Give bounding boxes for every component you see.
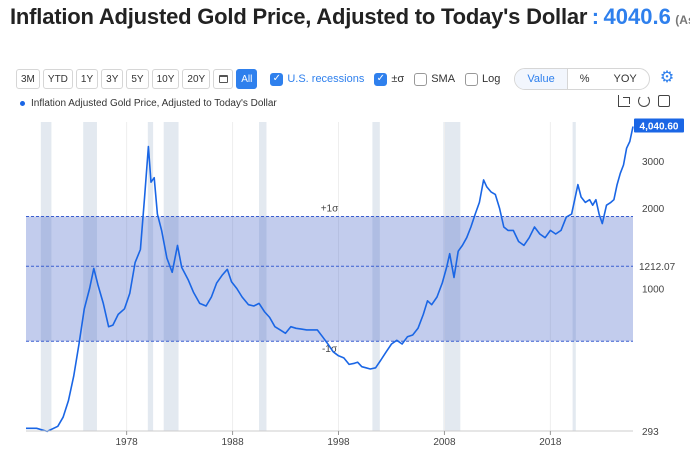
mode-selector: Value % YOY xyxy=(514,68,650,90)
y-tick-label-3: 3000 xyxy=(642,157,665,168)
minus-sigma-label: -1σ xyxy=(322,344,338,355)
x-tick-label-3: 2008 xyxy=(433,437,456,448)
log-toggle[interactable]: Log xyxy=(465,72,501,86)
y-tick-label-2: 2000 xyxy=(642,204,665,215)
recession-band-1 xyxy=(83,122,97,431)
sma-toggle[interactable]: SMA xyxy=(414,72,456,86)
recessions-label: U.S. recessions xyxy=(287,73,365,85)
legend-marker xyxy=(20,100,25,106)
plus-sigma-label: +1σ xyxy=(321,204,339,215)
range-5y-button[interactable]: 5Y xyxy=(126,69,149,89)
series-line xyxy=(26,126,634,433)
gear-icon[interactable]: ⚙ xyxy=(659,69,675,86)
range-3y-button[interactable]: 3Y xyxy=(101,69,124,89)
recession-band-6 xyxy=(443,122,461,431)
current-value: 4040.6 xyxy=(603,4,671,29)
date-picker-button[interactable] xyxy=(213,69,234,89)
last-value-badge xyxy=(634,118,684,133)
last-value-label: 4,040.60 xyxy=(640,121,679,132)
page-title: Inflation Adjusted Gold Price, Adjusted … xyxy=(10,4,588,29)
mean-value-label: 1212.07 xyxy=(639,262,676,273)
sma-checkbox[interactable] xyxy=(414,72,428,86)
recessions-toggle[interactable]: ✓ U.S. recessions xyxy=(270,72,365,86)
sigma-band xyxy=(26,216,633,342)
range-10y-button[interactable]: 10Y xyxy=(151,69,180,89)
range-20y-button[interactable]: 20Y xyxy=(182,69,211,89)
page-title-row: Inflation Adjusted Gold Price, Adjusted … xyxy=(10,4,690,36)
title-separator: : xyxy=(591,4,600,29)
range-1y-button[interactable]: 1Y xyxy=(75,69,99,89)
mode-percent-button[interactable]: % xyxy=(579,73,590,85)
recession-band-3 xyxy=(163,122,179,431)
chart-panel: 3M YTD 1Y 3Y 5Y 10Y 20Y All ✓ U.S. reces… xyxy=(10,62,686,463)
x-tick-label-2: 1998 xyxy=(327,437,350,448)
legend-series-label[interactable]: Inflation Adjusted Gold Price, Adjusted … xyxy=(31,97,277,109)
expand-icon[interactable] xyxy=(658,95,670,107)
reset-zoom-icon[interactable] xyxy=(638,95,650,107)
recessions-checkbox[interactable]: ✓ xyxy=(270,72,284,86)
recession-band-0 xyxy=(40,122,52,431)
log-label: Log xyxy=(482,73,501,85)
chart-tools xyxy=(618,95,678,107)
recession-band-2 xyxy=(147,122,154,431)
x-tick-label-0: 1978 xyxy=(116,437,139,448)
log-checkbox[interactable] xyxy=(465,72,479,86)
mode-yoy-button[interactable]: YOY xyxy=(613,73,637,85)
recession-band-4 xyxy=(259,122,267,431)
x-tick-label-1: 1988 xyxy=(221,437,244,448)
x-tick-label-4: 2018 xyxy=(539,437,562,448)
sma-label: SMA xyxy=(431,73,456,85)
range-all-button[interactable]: All xyxy=(236,69,258,89)
calendar-icon xyxy=(218,75,228,83)
chart-legend: Inflation Adjusted Gold Price, Adjusted … xyxy=(20,96,277,110)
crop-icon[interactable] xyxy=(618,95,630,107)
range-3m-button[interactable]: 3M xyxy=(16,69,40,89)
sigma-toggle[interactable]: ✓ ±σ xyxy=(374,72,405,86)
as-of-label: (As of xyxy=(675,13,690,27)
mode-value-button[interactable]: Value xyxy=(515,69,568,89)
y-tick-label-0: 293 xyxy=(642,427,659,438)
y-tick-label-1: 1000 xyxy=(642,285,665,296)
recession-band-5 xyxy=(372,122,380,431)
sigma-checkbox[interactable]: ✓ xyxy=(374,72,388,86)
chart-toolbar: 3M YTD 1Y 3Y 5Y 10Y 20Y All ✓ U.S. reces… xyxy=(16,67,650,91)
sigma-label: ±σ xyxy=(391,73,405,85)
recession-band-7 xyxy=(572,122,576,431)
range-ytd-button[interactable]: YTD xyxy=(42,69,73,89)
